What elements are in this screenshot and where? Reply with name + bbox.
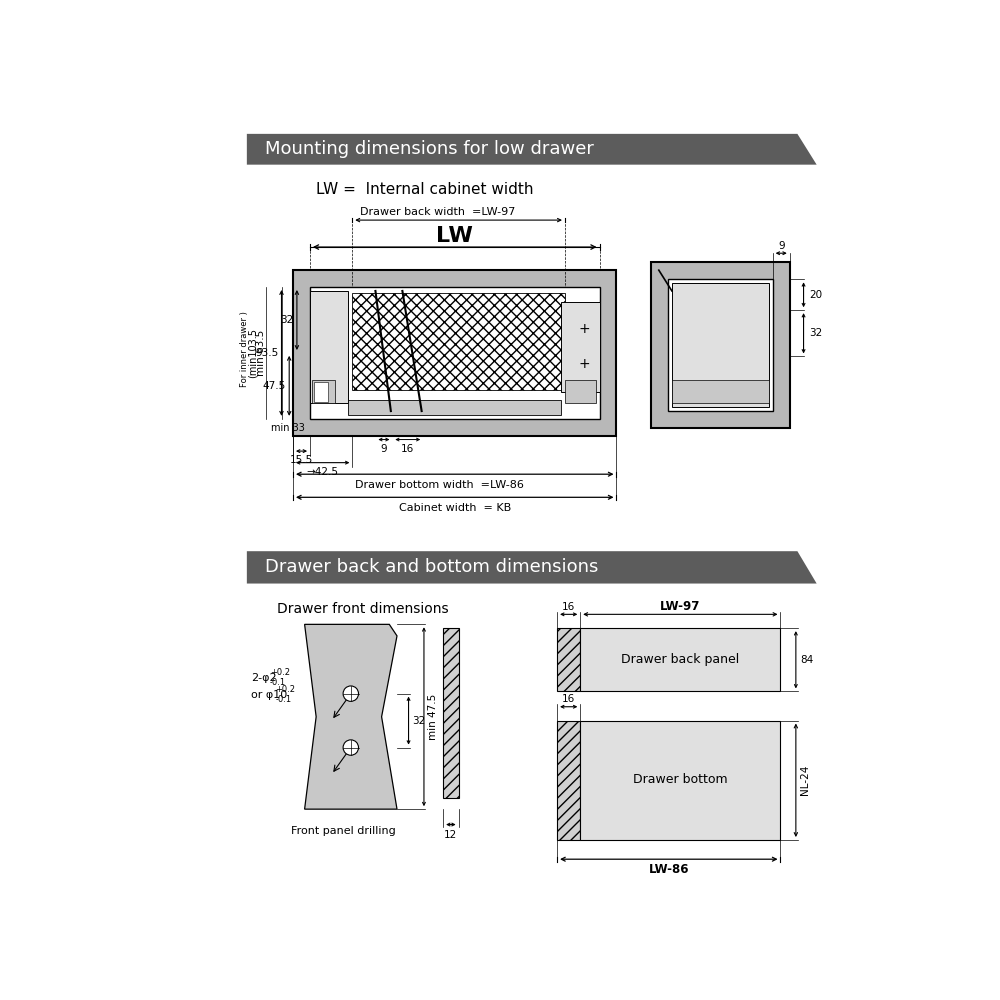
Text: 84: 84 — [800, 655, 814, 665]
Text: min 33: min 33 — [271, 423, 305, 433]
Text: Drawer bottom: Drawer bottom — [633, 773, 728, 786]
Text: +0.2: +0.2 — [270, 668, 290, 677]
Text: Drawer back width  =LW-97: Drawer back width =LW-97 — [360, 207, 515, 217]
Bar — [672, 283, 769, 407]
Text: →42.5: →42.5 — [307, 467, 339, 477]
Text: 9: 9 — [778, 241, 785, 251]
Text: +: + — [578, 322, 590, 336]
Bar — [557, 721, 580, 840]
Text: LW: LW — [436, 226, 473, 246]
Bar — [443, 628, 459, 798]
Text: Drawer front dimensions: Drawer front dimensions — [277, 602, 448, 616]
Polygon shape — [247, 551, 817, 584]
Text: min 63.5: min 63.5 — [256, 330, 266, 376]
Text: 16: 16 — [562, 694, 575, 704]
Text: +0.2: +0.2 — [275, 685, 295, 694]
Polygon shape — [247, 134, 817, 165]
Text: 12: 12 — [444, 830, 458, 840]
Circle shape — [343, 740, 358, 755]
Text: (min103.5: (min103.5 — [248, 328, 258, 378]
Text: NL-24: NL-24 — [800, 765, 810, 795]
Text: 47.5: 47.5 — [263, 381, 286, 391]
Text: +: + — [578, 357, 590, 371]
Bar — [672, 380, 769, 403]
Text: LW =  Internal cabinet width: LW = Internal cabinet width — [316, 182, 534, 197]
Text: Cabinet width  = KB: Cabinet width = KB — [399, 503, 511, 513]
Text: -0.1: -0.1 — [270, 678, 286, 687]
Bar — [312, 380, 335, 403]
Text: 32: 32 — [809, 328, 822, 338]
Text: 16: 16 — [401, 444, 414, 454]
Bar — [561, 302, 600, 392]
Text: 32: 32 — [281, 315, 294, 325]
Bar — [580, 721, 780, 840]
Bar — [668, 279, 773, 411]
Text: 15.5: 15.5 — [290, 455, 313, 465]
Text: min 47.5: min 47.5 — [428, 694, 438, 740]
Bar — [557, 628, 580, 691]
Bar — [310, 287, 600, 419]
Text: 2-φ2: 2-φ2 — [251, 673, 276, 683]
Text: -0.1: -0.1 — [275, 695, 291, 704]
Text: For inner drawer ): For inner drawer ) — [240, 311, 249, 387]
Text: 9: 9 — [381, 444, 387, 454]
Text: Drawer back panel: Drawer back panel — [621, 653, 739, 666]
Circle shape — [343, 686, 358, 701]
Text: Drawer bottom width  =LW-86: Drawer bottom width =LW-86 — [355, 480, 524, 490]
Bar — [565, 380, 596, 403]
Text: 93.5: 93.5 — [255, 348, 278, 358]
Text: Front panel drilling: Front panel drilling — [291, 826, 395, 836]
Text: or φ10: or φ10 — [251, 690, 287, 700]
Bar — [314, 382, 328, 402]
Polygon shape — [305, 624, 397, 809]
Text: Drawer back and bottom dimensions: Drawer back and bottom dimensions — [265, 558, 598, 576]
Bar — [293, 270, 616, 436]
Bar — [310, 291, 348, 403]
Text: LW-86: LW-86 — [649, 863, 689, 876]
Bar — [651, 262, 790, 428]
Text: 16: 16 — [562, 602, 575, 612]
Bar — [348, 400, 561, 415]
Text: Mounting dimensions for low drawer: Mounting dimensions for low drawer — [265, 140, 593, 158]
Bar — [580, 628, 780, 691]
Text: 32: 32 — [412, 716, 426, 726]
Bar — [352, 293, 565, 390]
Text: LW-97: LW-97 — [660, 600, 701, 613]
Text: 20: 20 — [809, 290, 822, 300]
